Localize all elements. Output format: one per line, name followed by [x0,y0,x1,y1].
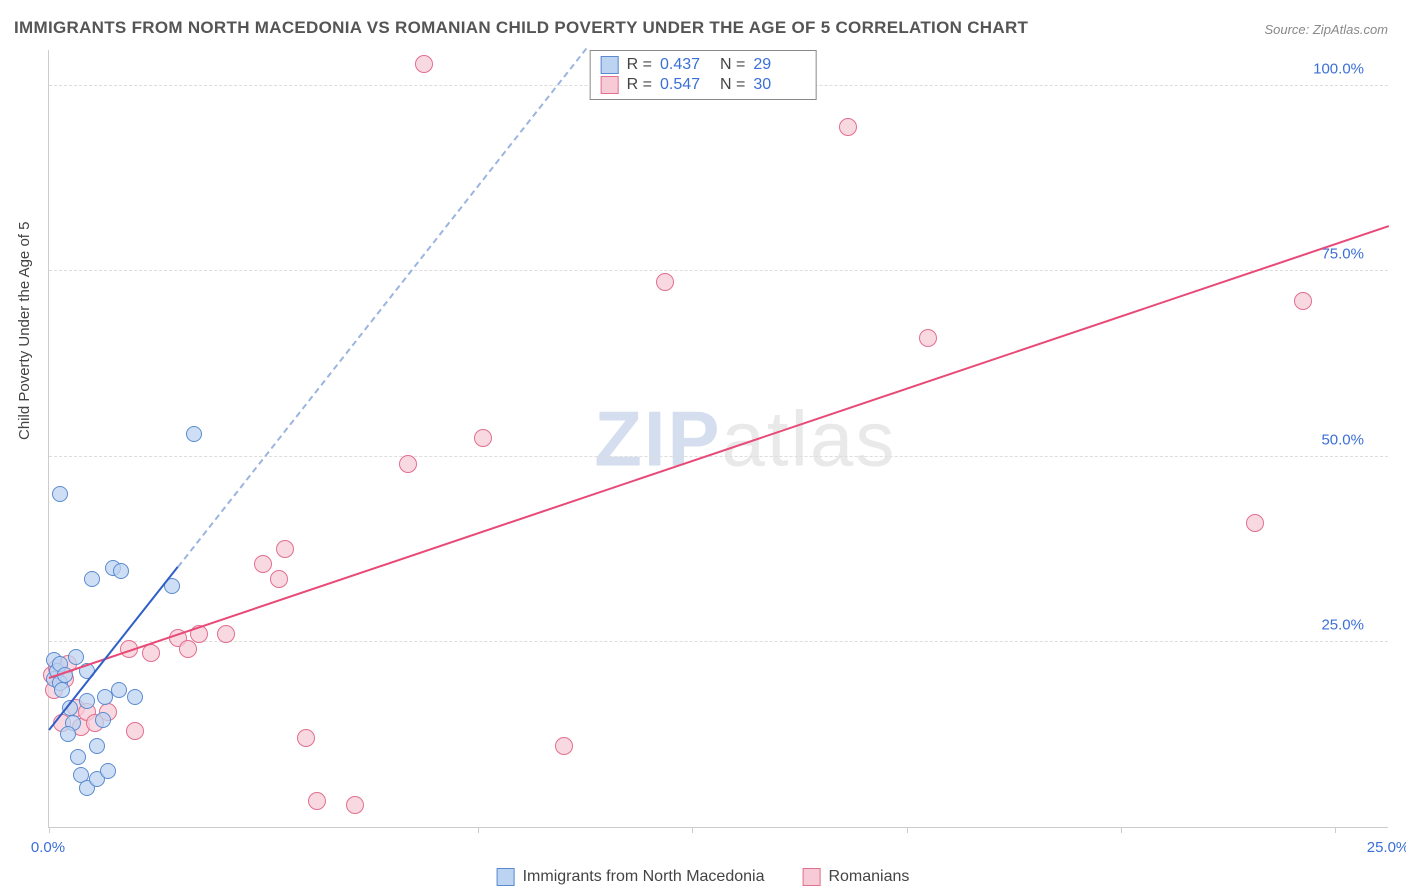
series-legend: Immigrants from North Macedonia Romanian… [497,868,910,886]
chart-title: IMMIGRANTS FROM NORTH MACEDONIA VS ROMAN… [14,18,1028,38]
y-tick-label: 50.0% [1321,431,1364,448]
data-point-romanians [399,455,417,473]
watermark-atlas: atlas [722,394,897,482]
y-tick-label: 25.0% [1321,616,1364,633]
data-point-romanians [270,570,288,588]
data-point-macedonia [70,749,86,765]
data-point-macedonia [95,712,111,728]
x-tick-label: 25.0% [1367,839,1406,856]
data-point-macedonia [186,426,202,442]
gridline [49,641,1388,642]
data-point-romanians [474,429,492,447]
data-point-romanians [415,55,433,73]
x-tick [907,827,908,833]
data-point-macedonia [60,726,76,742]
data-point-macedonia [89,738,105,754]
data-point-romanians [126,722,144,740]
data-point-macedonia [68,649,84,665]
swatch-b-icon [802,868,820,886]
data-point-romanians [254,555,272,573]
scatter-plot-area: ZIPatlas 25.0% 50.0% 75.0% 100.0% [48,50,1388,828]
data-point-macedonia [111,682,127,698]
legend-a-label: Immigrants from North Macedonia [523,868,765,886]
data-point-macedonia [100,763,116,779]
gridline [49,456,1388,457]
r-label: R = [627,76,652,94]
watermark-zip: ZIP [594,394,721,482]
legend-row-a: R = 0.437 N = 29 [601,55,806,75]
data-point-romanians [346,796,364,814]
x-tick [1335,827,1336,833]
y-tick-label: 75.0% [1321,246,1364,263]
r-label: R = [627,56,652,74]
x-tick [1121,827,1122,833]
swatch-a [601,56,619,74]
correlation-legend: R = 0.437 N = 29 R = 0.547 N = 30 [590,50,817,100]
legend-row-b: R = 0.547 N = 30 [601,75,806,95]
data-point-macedonia [54,682,70,698]
n-value-a: 29 [753,56,805,74]
y-axis-label: Child Poverty Under the Age of 5 [16,222,33,440]
data-point-romanians [555,737,573,755]
x-tick [692,827,693,833]
data-point-romanians [919,329,937,347]
legend-b-label: Romanians [828,868,909,886]
n-value-b: 30 [753,76,805,94]
data-point-macedonia [113,563,129,579]
data-point-macedonia [127,689,143,705]
data-point-romanians [179,640,197,658]
n-label: N = [720,56,745,74]
trend-line [177,47,587,567]
x-tick [478,827,479,833]
r-value-b: 0.547 [660,76,712,94]
swatch-a-icon [497,868,515,886]
x-tick [49,827,50,833]
r-value-a: 0.437 [660,56,712,74]
data-point-macedonia [84,571,100,587]
legend-item-a: Immigrants from North Macedonia [497,868,765,886]
data-point-romanians [656,273,674,291]
data-point-romanians [217,625,235,643]
source-attribution: Source: ZipAtlas.com [1264,22,1388,37]
data-point-macedonia [79,693,95,709]
data-point-romanians [276,540,294,558]
n-label: N = [720,76,745,94]
data-point-macedonia [52,486,68,502]
x-tick-label: 0.0% [31,839,65,856]
legend-item-b: Romanians [802,868,909,886]
data-point-romanians [1246,514,1264,532]
data-point-romanians [839,118,857,136]
trend-line [49,225,1390,679]
data-point-romanians [308,792,326,810]
y-tick-label: 100.0% [1313,61,1364,78]
data-point-romanians [1294,292,1312,310]
data-point-romanians [297,729,315,747]
swatch-b [601,76,619,94]
gridline [49,270,1388,271]
